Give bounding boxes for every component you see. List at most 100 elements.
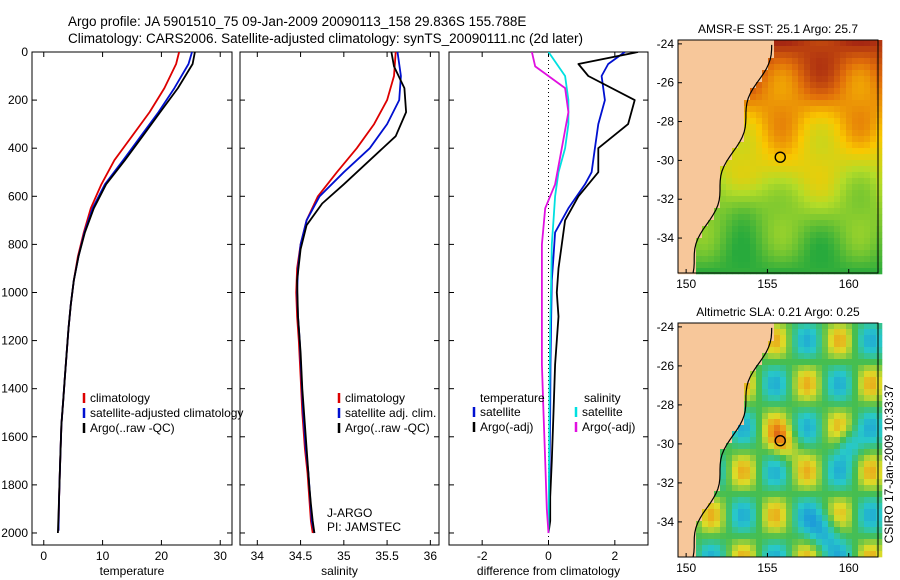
sla_map-cell	[762, 395, 769, 402]
sst_map-cell	[852, 88, 859, 95]
sla_map-cell	[678, 431, 685, 438]
sst_map-cell	[864, 130, 871, 137]
sla_map-cell	[858, 515, 865, 522]
sst_map-cell	[726, 94, 733, 101]
sst_map-cell	[684, 130, 691, 137]
sst_map-cell	[714, 154, 721, 161]
float-annotation: PI: JAMSTEC	[327, 520, 401, 534]
sst_map-cell	[852, 244, 859, 251]
sla_map-cell	[864, 551, 871, 558]
sst_map-cell	[690, 136, 697, 143]
sla_map-cell	[684, 527, 691, 534]
sla_map-cell	[858, 377, 865, 384]
sst_map-cell	[864, 184, 871, 191]
sla_map-cell	[822, 437, 829, 444]
sla_map-cell	[702, 431, 709, 438]
sla_map-cell	[876, 479, 883, 486]
sla_map-cell	[726, 323, 733, 330]
sst_map-cell	[810, 112, 817, 119]
sst_map-cell	[822, 214, 829, 221]
sst_map-cell	[714, 58, 721, 65]
sla_map-cell	[870, 467, 877, 474]
sla_map-cell	[852, 515, 859, 522]
sst_map-cell	[876, 232, 883, 239]
sst_map-cell	[822, 136, 829, 143]
sst_map-cell	[774, 46, 781, 53]
sst_map-cell	[750, 124, 757, 131]
sst_map-cell	[684, 238, 691, 245]
sst_map-cell	[840, 244, 847, 251]
sla_map-cell	[690, 395, 697, 402]
sst_map-cell	[846, 40, 853, 47]
sla_map-cell	[816, 359, 823, 366]
sst_map-cell	[738, 202, 745, 209]
sla_map-cell	[858, 497, 865, 504]
sst_map-cell	[744, 118, 751, 125]
sst_map-cell	[858, 94, 865, 101]
sst_map-cell	[852, 136, 859, 143]
sst_map-cell	[828, 166, 835, 173]
sla_map-cell	[726, 545, 733, 552]
sla_map-cell	[708, 377, 715, 384]
sst_map-cell	[738, 124, 745, 131]
sla_map-cell	[834, 455, 841, 462]
sla_map-cell	[846, 461, 853, 468]
sla_map-cell	[720, 497, 727, 504]
sst_map-cell	[870, 226, 877, 233]
sla_map-cell	[702, 395, 709, 402]
sst_map-cell	[780, 220, 787, 227]
sst_map-cell	[696, 196, 703, 203]
sla_map-cell	[828, 335, 835, 342]
sst_map-cell	[822, 202, 829, 209]
sst_map-cell	[780, 58, 787, 65]
sla_map-cell	[846, 491, 853, 498]
sst_map-cell	[702, 202, 709, 209]
sla_map-cell	[744, 461, 751, 468]
sst_map-cell	[810, 184, 817, 191]
sst_map-cell	[810, 46, 817, 53]
sst_map-cell	[690, 106, 697, 113]
sla_map-cell	[834, 539, 841, 546]
sla_map-cell	[786, 329, 793, 336]
sst_map-cell	[822, 184, 829, 191]
sla_map-cell	[810, 443, 817, 450]
sst_map-cell	[774, 58, 781, 65]
sst_map-cell	[744, 130, 751, 137]
sst_map-cell	[744, 94, 751, 101]
sst_map-cell	[714, 148, 721, 155]
sla_map-cell	[876, 341, 883, 348]
sla_map-cell	[786, 419, 793, 426]
sla_map-cell	[810, 539, 817, 546]
sla_map-cell	[744, 335, 751, 342]
sla_map-cell	[828, 527, 835, 534]
sst_map-cell	[708, 232, 715, 239]
sst_map-cell	[690, 76, 697, 83]
sla_map-cell	[738, 545, 745, 552]
sst_map-cell	[756, 70, 763, 77]
sst_map-cell	[816, 238, 823, 245]
sla_map-cell	[864, 407, 871, 414]
sst_map-cell	[774, 208, 781, 215]
sst_map-cell	[876, 202, 883, 209]
sst_map-cell	[822, 232, 829, 239]
sst_map-cell	[678, 88, 685, 95]
sst_map-cell	[858, 190, 865, 197]
sla_map-cell	[834, 503, 841, 510]
sst_map-cell	[792, 88, 799, 95]
sla_map-cell	[816, 503, 823, 510]
sst_map-cell	[750, 82, 757, 89]
sst_map-cell	[798, 142, 805, 149]
sla_map-cell	[708, 503, 715, 510]
sla_map-cell	[840, 341, 847, 348]
sst_map-cell	[708, 148, 715, 155]
sla_map-cell	[744, 341, 751, 348]
sla_map-cell	[720, 461, 727, 468]
sst_map-cell	[804, 154, 811, 161]
sst_map-cell	[828, 112, 835, 119]
sst_map-cell	[732, 190, 739, 197]
sst_map-cell	[690, 82, 697, 89]
sst_map-cell	[684, 184, 691, 191]
sst_map-cell	[750, 256, 757, 263]
sst_map-cell	[804, 208, 811, 215]
